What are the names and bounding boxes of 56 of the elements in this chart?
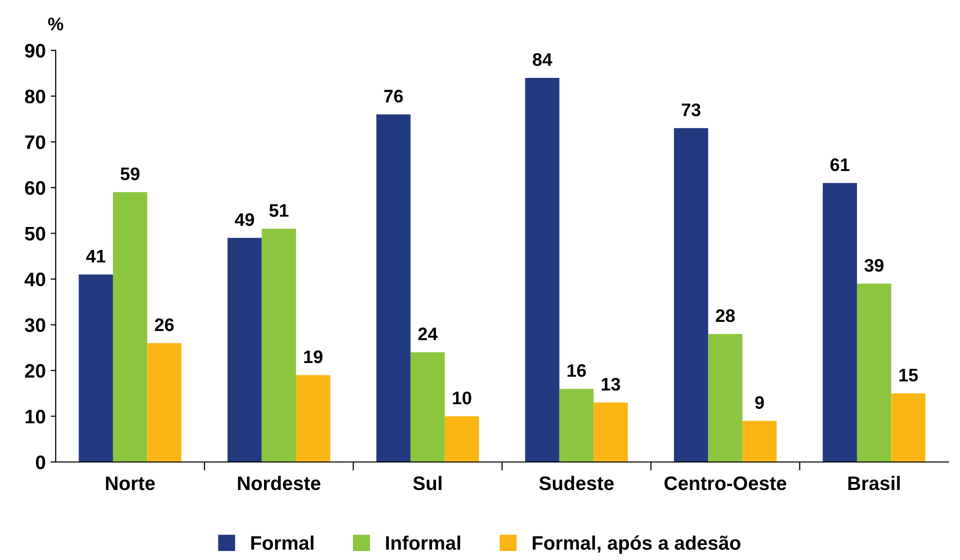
data-label: 59 — [120, 167, 140, 180]
y-tick-label: 80 — [24, 90, 46, 104]
y-tick-label: 40 — [24, 272, 46, 286]
data-label: 28 — [716, 309, 735, 322]
y-tick-label: 90 — [25, 44, 46, 58]
x-tick-label: Norte — [106, 476, 155, 490]
bar — [708, 334, 742, 462]
bar — [525, 78, 560, 462]
y-tick-label: 0 — [36, 455, 46, 470]
bar — [296, 375, 330, 462]
x-tick-label: Centro-Oeste — [664, 476, 786, 490]
bar — [112, 192, 148, 462]
data-label: 73 — [682, 103, 700, 116]
x-tick-label: Brasil — [848, 476, 900, 490]
data-label: 41 — [86, 250, 106, 262]
data-label: 61 — [830, 158, 850, 172]
y-tick-label: 60 — [25, 181, 46, 195]
bar — [262, 228, 296, 462]
bar — [228, 238, 262, 462]
y-axis-title: % — [48, 18, 64, 30]
y-tick-label: 20 — [25, 364, 46, 378]
y-tick-label: 10 — [26, 410, 46, 424]
y-tick-label: 50 — [24, 226, 46, 241]
x-tick-label: Sul — [413, 476, 442, 490]
bar — [559, 388, 594, 462]
data-label: 26 — [154, 318, 174, 332]
bar — [822, 183, 857, 462]
bar — [376, 114, 411, 462]
bar — [147, 343, 182, 462]
data-label: 51 — [269, 204, 288, 217]
bar — [674, 128, 708, 462]
y-tick-label: 30 — [24, 318, 46, 332]
y-tick-label: 70 — [25, 135, 46, 150]
data-label: 76 — [384, 90, 403, 103]
bar — [444, 416, 480, 462]
data-label: 9 — [755, 396, 764, 409]
bar — [891, 393, 926, 462]
legend-label: Informal — [386, 536, 460, 550]
x-tick-label: Sudeste — [539, 476, 614, 490]
data-label: 13 — [602, 378, 620, 391]
data-label: 24 — [418, 328, 438, 340]
legend-label: Formal, após a adesão — [532, 535, 740, 554]
bar — [856, 284, 892, 462]
bar — [410, 352, 445, 462]
x-tick-label: Nordeste — [238, 476, 320, 490]
data-label: 49 — [234, 213, 254, 226]
data-label: 10 — [453, 392, 472, 404]
legend-label: Formal — [251, 536, 314, 550]
bar — [594, 402, 628, 462]
data-label: 16 — [568, 364, 586, 377]
bar — [742, 420, 777, 462]
bar — [78, 274, 113, 462]
data-label: 15 — [899, 368, 918, 382]
data-label: 39 — [864, 258, 884, 272]
data-label: 84 — [532, 53, 552, 66]
data-label: 19 — [304, 350, 322, 364]
